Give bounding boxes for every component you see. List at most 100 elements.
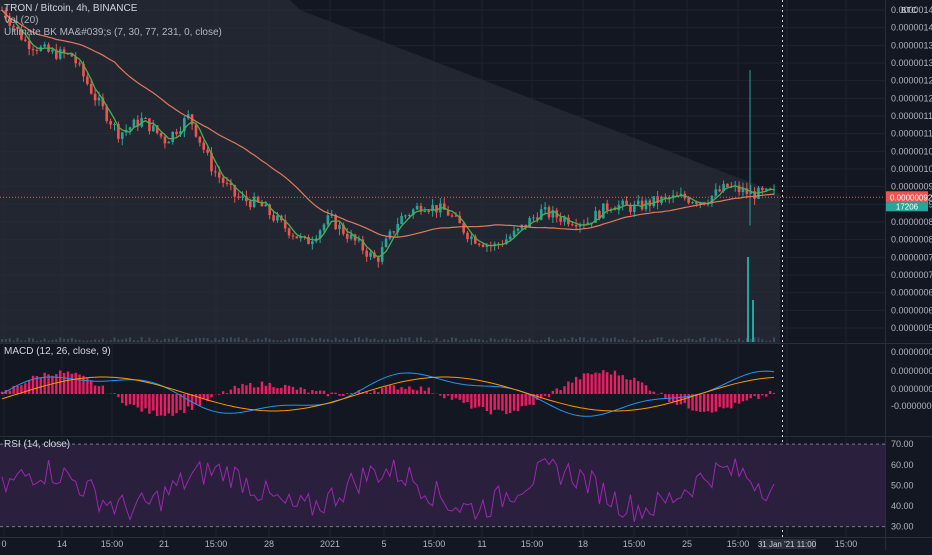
x-tick-label: 2021 (320, 539, 340, 549)
candle-body (323, 224, 326, 230)
volume-bar (176, 337, 178, 342)
volume-bar (757, 337, 759, 342)
volume-bar (668, 339, 670, 342)
volume-bar (750, 339, 752, 342)
macd-hist-bar (769, 391, 771, 394)
macd-hist-bar (486, 394, 488, 411)
rsi-legend: RSI (14, close) (4, 439, 70, 451)
volume-bar (323, 339, 325, 342)
macd-hist-bar (470, 394, 472, 409)
macd-hist-bar (303, 389, 305, 394)
macd-hist-bar (331, 393, 333, 394)
x-tick-label: 11 (477, 539, 486, 549)
rsi-y-tick-label: 70.00 (891, 439, 914, 449)
volume-bar (55, 339, 57, 342)
macd-hist-bar (606, 372, 608, 394)
macd-hist-bar (32, 376, 34, 394)
volume-bar (249, 341, 251, 342)
crosshair-time-label: 31 Jan '21 11:00 (758, 540, 817, 549)
candle-body (327, 215, 330, 224)
macd-hist-bar (300, 387, 302, 394)
candle-body (249, 201, 252, 207)
last-price-label: 0.00000092 (890, 193, 932, 202)
volume-bar (242, 340, 244, 342)
volume-bar (117, 340, 119, 342)
macd-hist-bar (493, 394, 495, 410)
macd-legend: MACD (12, 26, close, 9) (4, 346, 111, 358)
candle-body (113, 124, 116, 125)
volume-bar (17, 338, 19, 342)
macd-hist-bar (431, 393, 433, 394)
candle-body (133, 120, 136, 128)
macd-hist-bar (311, 390, 313, 394)
x-tick-label: 0 (1, 539, 6, 549)
candle-body (540, 209, 543, 220)
macd-hist-bar (711, 394, 713, 413)
rsi-y-tick-label: 60.00 (891, 460, 914, 470)
y-tick-label: 0.00000105 (891, 146, 932, 156)
volume-bar (684, 339, 686, 342)
macd-hist-bar (715, 394, 717, 412)
volume-bar (498, 340, 500, 342)
volume-bar (501, 339, 503, 342)
volume-bar (331, 340, 333, 342)
volume-bar (641, 340, 643, 342)
candle-body (726, 184, 729, 187)
candle-body (94, 94, 97, 101)
macd-hist-bar (718, 394, 720, 407)
candle-body (121, 132, 124, 138)
macd-hist-bar (567, 382, 569, 394)
macd-hist-bar (556, 388, 558, 394)
candle-body (59, 49, 62, 58)
macd-hist-bar (660, 393, 662, 394)
volume-bar (765, 341, 767, 342)
macd-hist-bar (393, 385, 395, 394)
volume-bar (517, 340, 519, 342)
volume-bar (121, 339, 123, 342)
macd-hist-bar (695, 394, 697, 411)
volume-bar (226, 338, 228, 342)
volume-bar (94, 339, 96, 342)
macd-hist-bar (408, 386, 410, 394)
macd-hist-bar (292, 387, 294, 394)
macd-hist-bar (742, 394, 744, 401)
macd-hist-bar (94, 386, 96, 394)
volume-bar (637, 340, 639, 342)
volume-spike-bar (747, 257, 749, 342)
volume-bar (447, 340, 449, 342)
macd-hist-bar (726, 394, 728, 408)
y-tick-label: 0.00000125 (891, 76, 932, 86)
candle-body (544, 207, 547, 209)
macd-hist-bar (156, 394, 158, 416)
volume-bar (339, 340, 341, 342)
candle-body (513, 231, 516, 237)
candle-body (718, 189, 721, 191)
volume-bar (311, 338, 313, 342)
volume-bar (288, 338, 290, 342)
volume-bar (564, 338, 566, 342)
volume-bar (715, 338, 717, 342)
volume-bar (362, 339, 364, 342)
macd-hist-bar (629, 380, 631, 394)
macd-hist-bar (90, 380, 92, 394)
macd-hist-bar (338, 394, 340, 396)
candle-body (451, 215, 454, 216)
volume-bar (245, 338, 247, 342)
volume-bar (428, 341, 430, 342)
macd-y-tick-label: 0.00000001 (891, 366, 932, 376)
volume-bar (273, 340, 275, 342)
macd-hist-bar (703, 394, 705, 412)
volume-bar (156, 339, 158, 342)
macd-hist-bar (501, 394, 503, 411)
candle-body (517, 229, 520, 231)
candle-body (24, 40, 27, 41)
macd-hist-bar (645, 385, 647, 394)
macd-hist-bar (428, 388, 430, 394)
macd-hist-bar (365, 392, 367, 394)
macd-hist-bar (641, 382, 643, 394)
candle-body (385, 239, 388, 247)
candle-body (206, 150, 209, 153)
candle-body (226, 183, 229, 184)
